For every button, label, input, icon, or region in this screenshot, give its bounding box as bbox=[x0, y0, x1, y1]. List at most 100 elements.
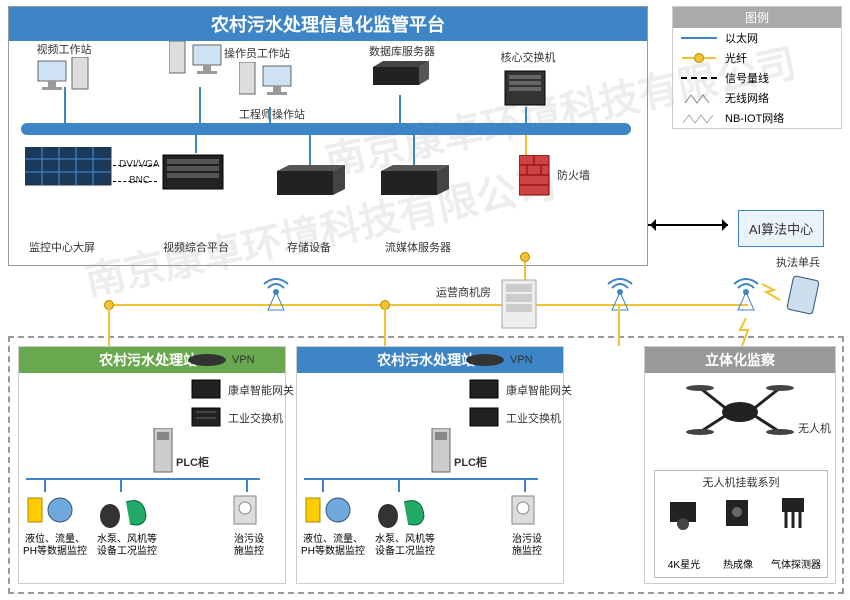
legend-label: 以太网 bbox=[725, 30, 758, 46]
pollution-monitor-icon bbox=[230, 494, 262, 530]
conn-line bbox=[398, 478, 400, 492]
pump-icons bbox=[96, 492, 152, 532]
cam2-label: 热成像 bbox=[714, 560, 762, 572]
platform-title: 农村污水处理信息化监管平台 bbox=[9, 7, 647, 41]
cam3-label: 气体探测器 bbox=[766, 560, 826, 572]
core-switch: 核心交换机 bbox=[499, 49, 557, 113]
lightning-icon bbox=[736, 318, 756, 348]
plc-cabinet-icon bbox=[430, 428, 454, 476]
lightning-icon bbox=[760, 282, 784, 302]
vpn-label: VPN bbox=[510, 354, 533, 366]
pollution-label: 治污设 施监控 bbox=[502, 534, 552, 558]
engineer-workstation: 工程师操作站 bbox=[239, 62, 305, 122]
legend-item: 光纤 bbox=[673, 48, 841, 68]
wireless-tower-icon bbox=[602, 278, 638, 314]
drone-section-title: 立体化监察 bbox=[645, 347, 835, 373]
switch-label: 工业交换机 bbox=[228, 410, 283, 426]
arrow-right-icon bbox=[722, 219, 734, 231]
conn-line bbox=[322, 478, 324, 492]
thermal-icon bbox=[718, 496, 758, 532]
firewall-label: 防火墙 bbox=[557, 167, 590, 183]
storage-label: 存储设备 bbox=[287, 239, 331, 255]
gas-detector-icon bbox=[774, 496, 814, 532]
wireless-tower-icon bbox=[258, 278, 294, 314]
legend-item: NB-IOT网络 bbox=[673, 108, 841, 128]
conn-line bbox=[64, 87, 66, 123]
enforcement-device-icon bbox=[784, 272, 824, 316]
ai-center-box: AI算法中心 bbox=[738, 210, 824, 247]
big-screen bbox=[25, 147, 115, 191]
mounts-title: 无人机挂载系列 bbox=[655, 471, 827, 493]
switch-icon bbox=[468, 406, 502, 430]
switch-icon bbox=[190, 406, 224, 430]
operator-room-label: 运营商机房 bbox=[436, 284, 491, 300]
conn-line bbox=[525, 107, 527, 123]
dvi-line bbox=[113, 165, 157, 166]
operator-ws-label: 操作员工作站 bbox=[224, 45, 290, 61]
engineer-ws-label: 工程师操作站 bbox=[239, 106, 305, 122]
fiber-line bbox=[618, 306, 620, 346]
legend-label: 无线网络 bbox=[725, 90, 769, 106]
gateway-icon bbox=[190, 378, 224, 402]
legend-label: 信号量线 bbox=[725, 70, 769, 86]
video-ws-label: 视频工作站 bbox=[34, 41, 94, 57]
sensor-icons bbox=[302, 492, 358, 532]
fiber-node-icon bbox=[520, 252, 530, 262]
pump-icons bbox=[374, 492, 430, 532]
conn-line bbox=[524, 478, 526, 492]
conn-line bbox=[399, 95, 401, 123]
big-screen-label: 监控中心大屏 bbox=[29, 239, 95, 255]
plc-label: PLC柜 bbox=[176, 454, 209, 470]
conn-line bbox=[413, 135, 415, 165]
pumps-label: 水泵、风机等 设备工况监控 bbox=[370, 534, 440, 558]
drone-icon bbox=[680, 376, 800, 446]
gateway-icon bbox=[468, 378, 502, 402]
enforcement-label: 执法单兵 bbox=[776, 254, 820, 270]
conn-line bbox=[246, 478, 248, 492]
legend-item: 信号量线 bbox=[673, 68, 841, 88]
operator-workstation bbox=[169, 41, 229, 85]
camera-icon bbox=[664, 496, 704, 532]
drone-label: 无人机 bbox=[798, 420, 831, 436]
video-platform bbox=[159, 151, 239, 197]
ethernet-bus bbox=[21, 123, 631, 135]
pollution-monitor-icon bbox=[508, 494, 540, 530]
pollution-label: 治污设 施监控 bbox=[224, 534, 274, 558]
pumps-label: 水泵、风机等 设备工况监控 bbox=[92, 534, 162, 558]
conn-line bbox=[269, 107, 271, 123]
fiber-bus bbox=[108, 304, 748, 306]
sensors-label: 液位、流量、 PH等数据监控 bbox=[20, 534, 90, 558]
station-bus bbox=[26, 478, 260, 480]
operator-room-icon bbox=[498, 278, 542, 332]
vpn-label: VPN bbox=[232, 354, 255, 366]
media-server-label: 流媒体服务器 bbox=[385, 239, 451, 255]
fiber-line bbox=[384, 306, 386, 346]
db-server-label: 数据库服务器 bbox=[369, 43, 435, 59]
gateway-label: 康卓智能网关 bbox=[506, 382, 572, 398]
conn-line bbox=[195, 135, 197, 153]
plc-cabinet-icon bbox=[152, 428, 176, 476]
sensor-icons bbox=[24, 492, 80, 532]
legend-box: 图例 以太网 光纤 信号量线 无线网络 NB-IOT网络 bbox=[672, 6, 842, 129]
conn-line bbox=[309, 135, 311, 165]
media-server bbox=[377, 165, 453, 201]
legend-label: NB-IOT网络 bbox=[725, 110, 784, 126]
video-platform-label: 视频综合平台 bbox=[163, 239, 229, 255]
platform-main-box: 农村污水处理信息化监管平台 视频工作站 操作员工作站 工程师操作站 数据库服务器… bbox=[8, 6, 648, 266]
ai-link-line bbox=[648, 224, 728, 226]
storage-device bbox=[273, 165, 349, 201]
fiber-line bbox=[108, 306, 110, 346]
conn-line bbox=[199, 87, 201, 123]
gateway-label: 康卓智能网关 bbox=[228, 382, 294, 398]
legend-item: 无线网络 bbox=[673, 88, 841, 108]
station-bus bbox=[304, 478, 538, 480]
conn-line bbox=[44, 478, 46, 492]
legend-title: 图例 bbox=[673, 7, 841, 28]
plc-label: PLC柜 bbox=[454, 454, 487, 470]
bnc-line bbox=[113, 181, 157, 182]
arrow-left-icon bbox=[644, 219, 656, 231]
legend-label: 光纤 bbox=[725, 50, 747, 66]
wireless-tower-icon bbox=[728, 278, 764, 314]
firewall-icon bbox=[519, 155, 553, 199]
db-server: 数据库服务器 bbox=[369, 43, 435, 95]
